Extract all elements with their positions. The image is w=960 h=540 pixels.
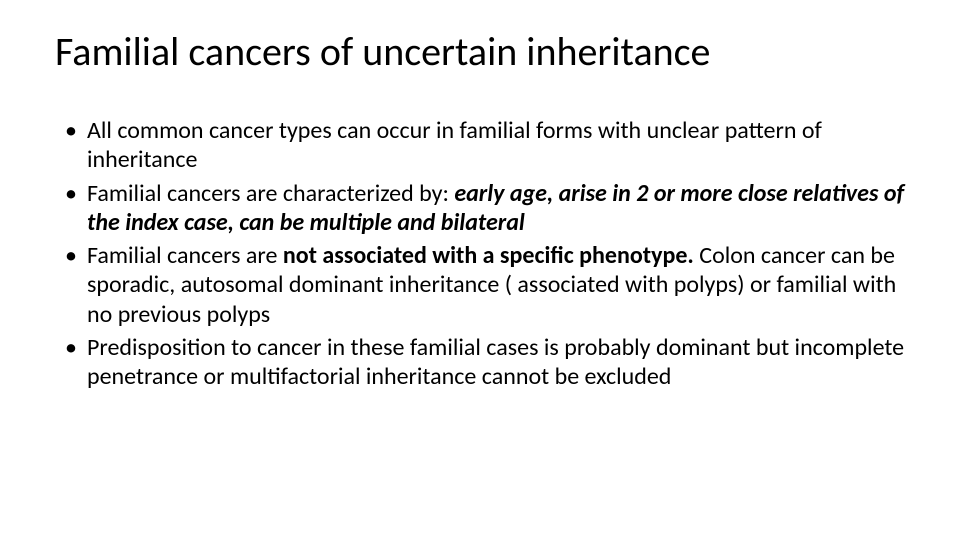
slide: Familial cancers of uncertain inheritanc… — [0, 0, 960, 540]
text-run: Predisposition to cancer in these famili… — [87, 333, 904, 391]
bullet-list: All common cancer types can occur in fam… — [55, 116, 905, 391]
text-run-bold: not associated with a specific phenotype… — [283, 241, 699, 270]
list-item: All common cancer types can occur in fam… — [65, 116, 905, 175]
list-item: Familial cancers are characterized by: e… — [65, 179, 905, 238]
text-run: Familial cancers are — [87, 241, 283, 270]
text-run: Familial cancers are characterized by: — [87, 179, 454, 208]
text-run: All common cancer types can occur in fam… — [87, 116, 822, 174]
list-item: Predisposition to cancer in these famili… — [65, 333, 905, 392]
slide-title: Familial cancers of uncertain inheritanc… — [55, 30, 905, 74]
list-item: Familial cancers are not associated with… — [65, 241, 905, 329]
